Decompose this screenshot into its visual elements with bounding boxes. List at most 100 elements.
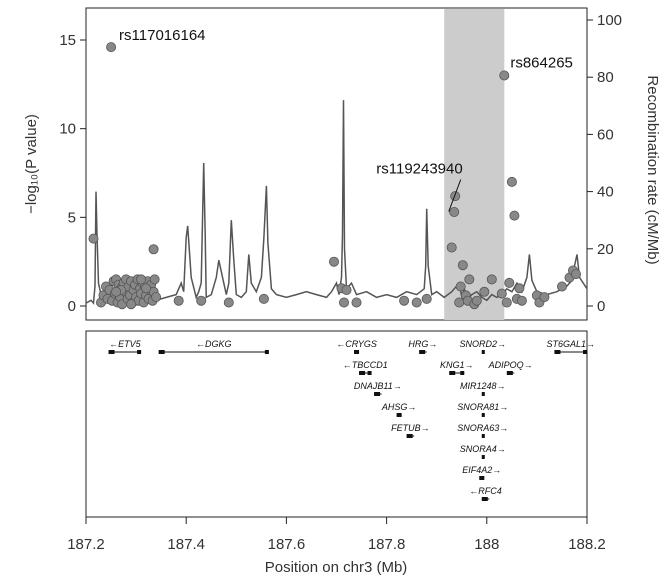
snp-point	[411, 297, 422, 308]
gene-st6gal1: ST6GAL1→	[546, 339, 595, 354]
snp-point	[421, 293, 432, 304]
gene-exon	[460, 371, 465, 375]
gene-tbccd1: ←TBCCD1	[343, 360, 388, 375]
gene-label: SNORA81→	[457, 402, 508, 412]
snp-point	[509, 210, 520, 221]
snp-point	[136, 274, 147, 285]
gene-eif4a2: EIF4A2→	[462, 465, 501, 480]
snp-point	[539, 292, 550, 303]
gene-exon	[481, 497, 488, 501]
association-panel-frame	[85, 7, 588, 321]
recombination-line	[85, 100, 588, 305]
gene-label: ←ETV5	[109, 339, 142, 349]
gene-snora81: SNORA81→	[457, 402, 508, 417]
gene-label: FETUB→	[391, 423, 430, 433]
gene-exon	[396, 413, 402, 417]
gene-exon	[137, 350, 142, 354]
gene-exon	[264, 350, 269, 354]
snp-annotation-label: rs117016164	[119, 27, 205, 44]
right-y-tick-label: 40	[597, 184, 614, 201]
x-axis-title: Position on chr3 (Mb)	[265, 559, 408, 576]
snp-point	[126, 299, 137, 310]
snp-point	[446, 242, 457, 253]
left-y-tick-label: 10	[59, 121, 76, 138]
gene-label: ←TBCCD1	[343, 360, 388, 370]
gene-label: SNORD2→	[460, 339, 507, 349]
gene-label: DNAJB11→	[354, 381, 402, 391]
gene-label: HRG→	[408, 339, 437, 349]
gene-exon	[481, 434, 485, 438]
snp-point	[258, 293, 269, 304]
gene-exon	[479, 476, 485, 480]
highlight-region	[444, 9, 505, 320]
snp-point	[106, 42, 117, 53]
gene-label: AHSG→	[381, 402, 417, 412]
snp-annotation-label: rs864265	[510, 54, 573, 71]
gene-mir1248: MIR1248→	[460, 381, 506, 396]
annotation-leader	[448, 179, 462, 212]
snp-annotation-label: rs119243940	[376, 161, 462, 178]
snp-point	[454, 297, 465, 308]
snp-point	[151, 292, 162, 303]
snp-point	[471, 295, 482, 306]
snp-annotations: rs117016164 rs864265 rs119243940	[119, 27, 573, 212]
snp-point	[173, 295, 184, 306]
gene-exon	[481, 413, 485, 417]
snp-point	[455, 281, 466, 292]
gene-dnajb11: DNAJB11→	[354, 381, 402, 396]
gene-exon	[354, 350, 360, 354]
x-tick-label: 188	[474, 536, 499, 553]
snp-point	[449, 206, 460, 217]
right-y-tick-label: 20	[597, 241, 614, 258]
gene-exon	[419, 350, 426, 354]
snp-point	[328, 256, 339, 267]
right-y-axis-title: Recombination rate (cM/Mb)	[644, 75, 661, 264]
gene-exon	[406, 434, 413, 438]
gene-ahsg: AHSG→	[381, 402, 417, 417]
snp-point	[514, 283, 525, 294]
right-y-axis-ticks: 0 20 40 60 80 100	[587, 12, 622, 315]
gene-exon	[158, 350, 165, 354]
right-y-tick-label: 0	[597, 298, 605, 315]
left-y-axis-ticks: 0 5 10 15	[59, 32, 86, 315]
right-y-tick-label: 80	[597, 69, 614, 86]
x-axis: 187.2 187.4 187.6 187.8 188 188.2 Position on…	[67, 516, 606, 576]
gene-exon	[554, 350, 561, 354]
gene-exon	[108, 350, 115, 354]
gene-label: SNORA4→	[460, 444, 506, 454]
gene-exon	[359, 371, 366, 375]
snp-point	[450, 191, 461, 202]
gene-etv5: ←ETV5	[108, 339, 142, 354]
snp-point	[141, 283, 152, 294]
recombination-rate-line	[85, 100, 588, 305]
gene-label: ←RFC4	[469, 486, 502, 496]
gene-panel-frame	[85, 330, 588, 518]
snp-point	[479, 286, 490, 297]
gene-snord2: SNORD2→	[460, 339, 507, 354]
gene-hrg: HRG→	[408, 339, 437, 354]
x-tick-label: 188.2	[568, 536, 606, 553]
snp-point	[496, 288, 507, 299]
snp-point	[571, 269, 582, 280]
left-y-tick-label: 5	[68, 209, 76, 226]
gene-label: ADIPOQ→	[488, 360, 533, 370]
snp-point	[148, 244, 159, 255]
left-y-tick-label: 0	[68, 298, 76, 315]
gene-crygs: ←CRYGS	[336, 339, 377, 354]
gene-label: ←DGKG	[196, 339, 232, 349]
association-panel: rs117016164 rs864265 rs119243940 0 5 10 15 0 2…	[23, 7, 661, 321]
right-y-tick-label: 100	[597, 12, 622, 29]
right-y-tick-label: 60	[597, 126, 614, 143]
gene-label: MIR1248→	[460, 381, 506, 391]
snp-point	[516, 295, 527, 306]
gene-exon	[481, 455, 485, 459]
gene-label: ←CRYGS	[336, 339, 377, 349]
gene-exon	[449, 371, 456, 375]
gene-dgkg: ←DGKG	[158, 339, 269, 354]
snp-point	[399, 295, 410, 306]
x-tick-label: 187.2	[67, 536, 105, 553]
gene-snora63: SNORA63→	[457, 423, 508, 438]
gene-exon	[481, 350, 485, 354]
gene-rfc4: ←RFC4	[469, 486, 502, 501]
